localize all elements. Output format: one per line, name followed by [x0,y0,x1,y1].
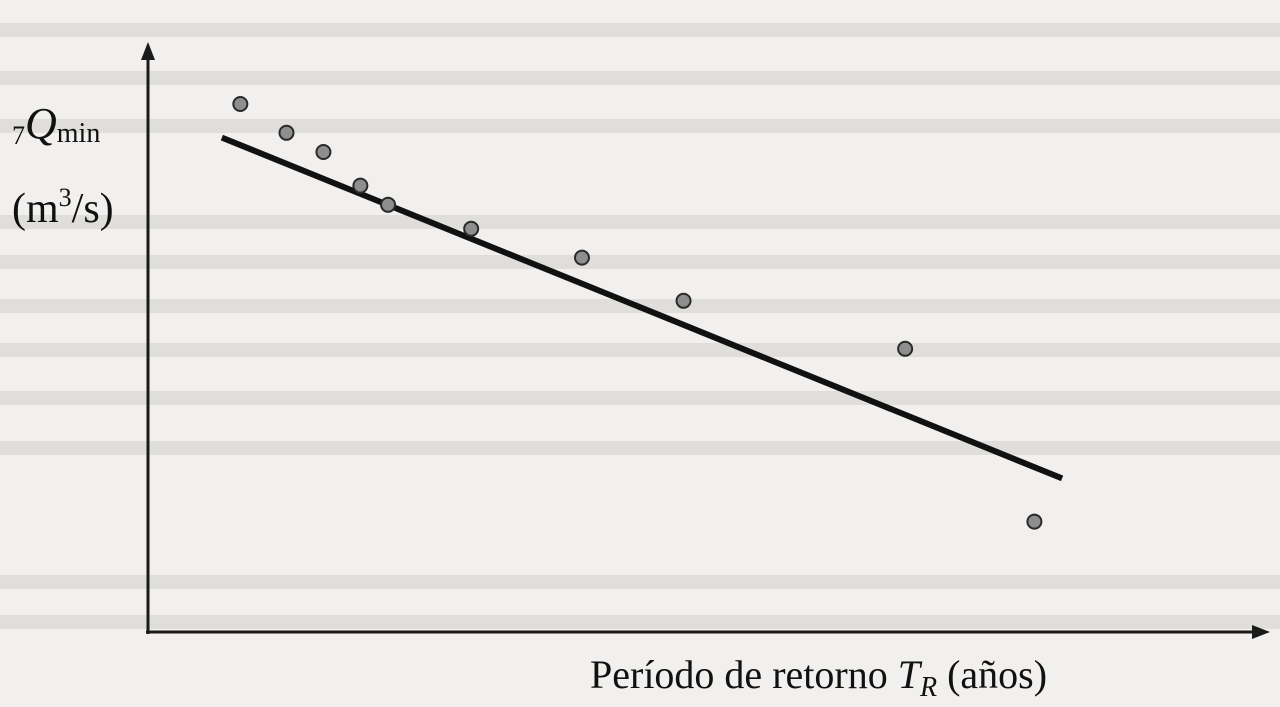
ylabel-subscript: min [57,118,101,149]
ylabel-symbol: Q [25,99,57,148]
data-point-2 [278,124,295,141]
xlabel-symbol: T [898,652,923,697]
data-point-8 [675,292,692,309]
svg-text:7Qmin: 7Qmin [12,99,100,150]
x-axis-label: Período de retorno TR (años) [590,652,1047,703]
ylabel-unit-close: /s) [72,186,114,232]
xlabel-subscript: R [919,672,937,703]
data-point-1 [232,96,249,112]
ylabel-unit-sup: 3 [59,183,72,212]
data-point-6 [463,220,480,237]
scatter-points [232,96,1043,530]
svg-text:(m3/s): (m3/s) [12,183,114,232]
y-axis-label: 7Qmin (m3/s) [12,99,114,232]
y-axis-arrow [141,42,155,60]
data-point-5 [380,196,397,213]
ylabel-prefix: 7 [12,121,25,150]
xlabel-suffix: (años) [937,652,1047,697]
data-point-9 [897,340,914,357]
xlabel-text: Período de retorno [590,652,898,697]
x-axis-arrow [1252,625,1270,639]
data-point-7 [573,249,590,266]
trend-line [220,134,1064,482]
ylabel-unit-open: (m [12,186,59,232]
data-point-3 [315,144,332,160]
data-point-10 [1026,513,1043,530]
background-texture [0,23,1280,629]
data-point-4 [352,177,369,194]
